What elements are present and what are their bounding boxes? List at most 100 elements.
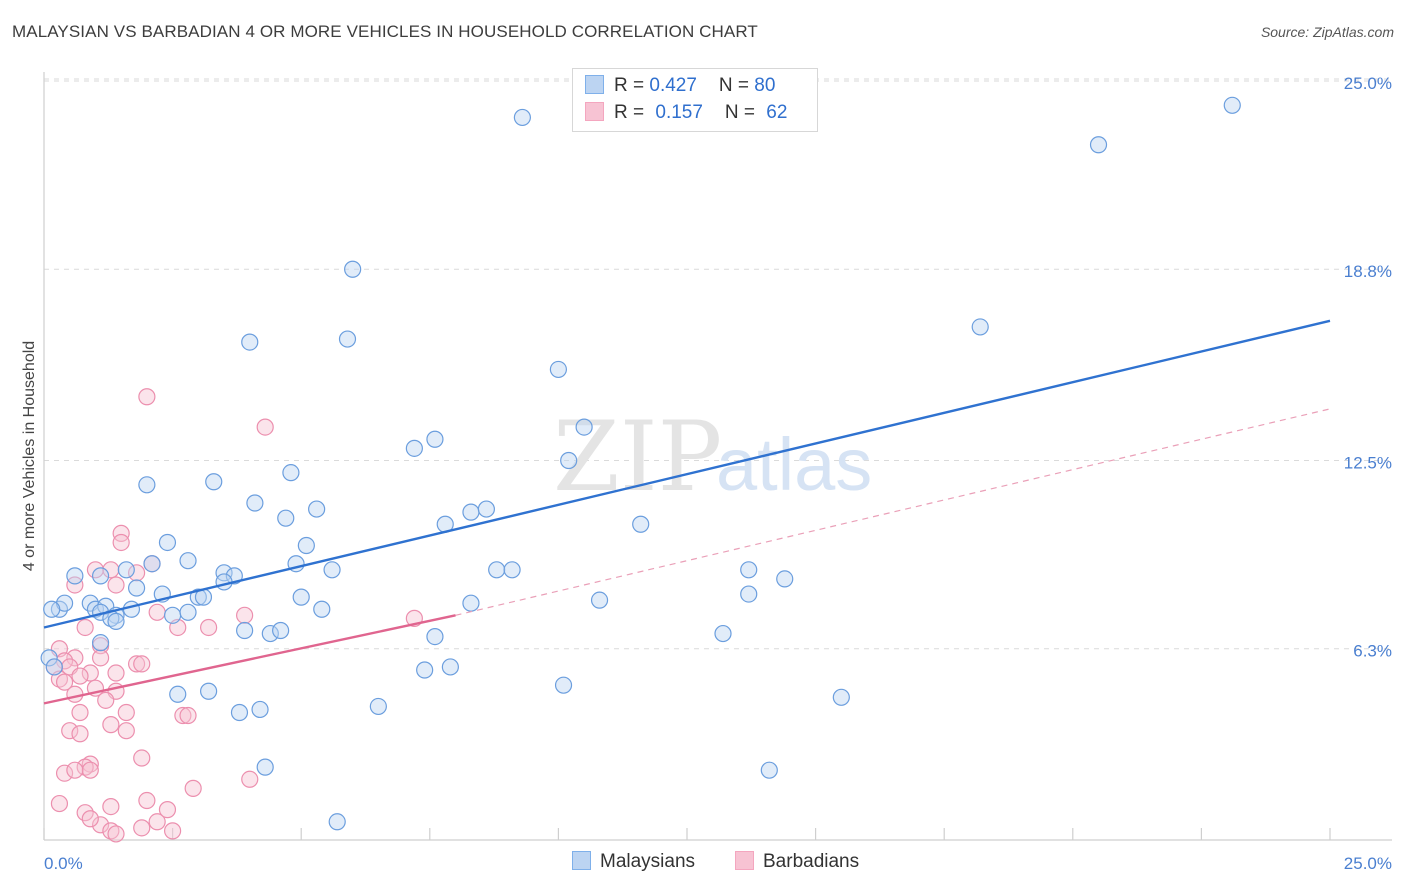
malaysians-point bbox=[241, 333, 259, 351]
malaysians-point bbox=[760, 761, 778, 779]
malaysians-point bbox=[554, 676, 573, 694]
malaysians-point bbox=[328, 813, 346, 831]
barbadians-point bbox=[241, 770, 259, 788]
y-tick-labels: 6.3% 12.5% 18.8% 25.0% bbox=[1344, 74, 1392, 661]
y-axis-label: 4 or more Vehicles in Household bbox=[21, 341, 38, 571]
malaysians-point bbox=[971, 318, 989, 336]
barbadians-point bbox=[102, 798, 120, 816]
malaysians-point bbox=[776, 570, 794, 588]
barbadians-trend-line bbox=[43, 614, 456, 705]
barbadians-point bbox=[158, 801, 177, 819]
malaysians-point bbox=[549, 360, 568, 379]
malaysians-point bbox=[189, 588, 207, 606]
malaysians-point bbox=[426, 627, 444, 646]
malaysians-point bbox=[225, 567, 243, 585]
malaysians-point bbox=[272, 621, 290, 640]
malaysians-point bbox=[179, 603, 197, 621]
barbadians-point bbox=[102, 822, 120, 840]
malaysians-point bbox=[215, 573, 233, 591]
malaysians-point bbox=[462, 594, 480, 612]
barbadians-point bbox=[71, 667, 89, 685]
barbadians-point bbox=[76, 758, 94, 776]
malaysians-point bbox=[513, 108, 531, 127]
barbadians-point bbox=[66, 761, 84, 779]
malaysians-point bbox=[313, 600, 331, 618]
grid bbox=[44, 78, 1392, 650]
barbadians-point bbox=[81, 755, 99, 773]
malaysians-point bbox=[297, 536, 315, 555]
malaysians-point bbox=[236, 621, 254, 640]
legend-swatch-pink bbox=[735, 851, 754, 870]
malaysians-point bbox=[344, 260, 362, 278]
barbadians-point bbox=[61, 722, 79, 740]
malaysians-point bbox=[91, 634, 110, 652]
legend-swatch-blue bbox=[585, 75, 604, 94]
watermark: ZIP atlas bbox=[553, 401, 872, 513]
barbadians-point bbox=[71, 725, 89, 743]
legend-n-value: 80 bbox=[754, 75, 776, 96]
malaysians-trend-line bbox=[43, 319, 1331, 629]
y-tick-label: 6.3% bbox=[1353, 642, 1392, 661]
barbadians-point bbox=[81, 664, 99, 682]
malaysians-point bbox=[230, 703, 249, 722]
malaysians-point bbox=[122, 600, 141, 618]
malaysians-points bbox=[40, 96, 1241, 831]
x-tick-marks bbox=[43, 828, 1331, 840]
chart-title: MALAYSIAN VS BARBADIAN 4 OR MORE VEHICLE… bbox=[12, 22, 758, 41]
malaysians-point bbox=[488, 561, 506, 579]
malaysians-point bbox=[251, 700, 269, 719]
barbadians-trend-extension bbox=[455, 408, 1331, 616]
malaysians-point bbox=[169, 685, 187, 703]
malaysians-point bbox=[323, 561, 341, 579]
barbadians-point bbox=[148, 603, 166, 621]
malaysians-point bbox=[205, 473, 223, 491]
barbadians-point bbox=[184, 779, 202, 797]
legend-row-barbadians: R = 0.157 N = 62 bbox=[585, 102, 787, 126]
malaysians-point bbox=[40, 649, 58, 667]
malaysians-point bbox=[308, 500, 326, 518]
malaysians-point bbox=[441, 658, 459, 676]
malaysians-point bbox=[66, 567, 84, 585]
malaysians-point bbox=[1223, 96, 1241, 114]
barbadians-point bbox=[174, 706, 192, 725]
malaysians-point bbox=[426, 430, 444, 448]
barbadians-point bbox=[91, 649, 110, 667]
malaysians-point bbox=[632, 515, 650, 533]
barbadians-point bbox=[66, 685, 84, 703]
malaysians-point bbox=[246, 494, 264, 512]
barbadians-points bbox=[45, 388, 423, 843]
malaysians-point bbox=[1089, 136, 1108, 154]
bottom-legend-barbadians[interactable]: Barbadians bbox=[735, 851, 859, 873]
bottom-legend-malaysians[interactable]: Malaysians bbox=[572, 851, 695, 873]
malaysians-point bbox=[107, 612, 125, 631]
legend-n-value: 62 bbox=[766, 102, 788, 123]
barbadians-point bbox=[127, 655, 146, 673]
malaysians-point bbox=[164, 606, 182, 624]
malaysians-point bbox=[740, 585, 758, 603]
barbadians-point bbox=[102, 716, 120, 734]
barbadians-point bbox=[117, 722, 135, 740]
barbadians-point bbox=[200, 618, 218, 637]
barbadians-point bbox=[117, 703, 135, 722]
malaysians-point bbox=[277, 509, 295, 527]
y-tick-label: 18.8% bbox=[1344, 262, 1392, 281]
barbadians-point bbox=[164, 822, 182, 840]
barbadians-point bbox=[138, 791, 156, 810]
legend-swatch-pink bbox=[585, 102, 604, 121]
malaysians-point bbox=[740, 561, 758, 579]
barbadians-point bbox=[81, 810, 99, 828]
malaysians-point bbox=[477, 500, 495, 518]
malaysians-point bbox=[91, 567, 110, 585]
trend-lines bbox=[43, 319, 1331, 705]
x-tick-label-max: 25.0% bbox=[1344, 854, 1392, 873]
legend-r-value: 0.157 bbox=[655, 102, 703, 123]
x-tick-label-min: 0.0% bbox=[44, 854, 83, 873]
malaysians-point bbox=[405, 439, 423, 457]
malaysians-point bbox=[590, 591, 609, 609]
barbadians-point bbox=[107, 576, 125, 594]
barbadians-point bbox=[112, 524, 130, 542]
barbadians-point bbox=[148, 813, 166, 831]
barbadians-point bbox=[133, 819, 151, 837]
barbadians-point bbox=[97, 691, 115, 709]
